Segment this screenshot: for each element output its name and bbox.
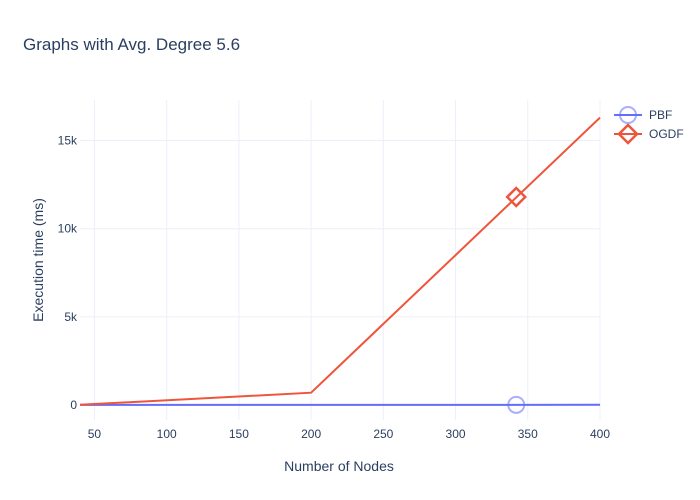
x-tick-label: 250 xyxy=(373,427,393,441)
x-tick-label: 100 xyxy=(157,427,177,441)
y-tick-label: 10k xyxy=(58,222,78,236)
series-ogdf xyxy=(79,116,601,406)
diamond-marker xyxy=(505,186,527,208)
y-axis-title: Execution time (ms) xyxy=(30,198,46,322)
x-tick-label: 50 xyxy=(88,427,102,441)
x-tick-label: 150 xyxy=(229,427,249,441)
x-tick-label: 350 xyxy=(518,427,538,441)
x-tick-label: 300 xyxy=(446,427,466,441)
x-tick-label: 200 xyxy=(301,427,321,441)
chart-title: Graphs with Avg. Degree 5.6 xyxy=(23,35,240,54)
plot-series xyxy=(79,116,601,414)
y-axis-ticks: 0 5k 10k 15k xyxy=(58,134,78,412)
legend-label: PBF xyxy=(649,108,672,122)
legend-item-pbf[interactable]: PBF xyxy=(614,106,672,124)
legend-label: OGDF xyxy=(649,127,684,141)
circle-marker xyxy=(507,395,526,414)
x-axis-title: Number of Nodes xyxy=(284,458,394,474)
y-tick-label: 5k xyxy=(64,310,78,324)
x-tick-label: 400 xyxy=(590,427,610,441)
legend[interactable]: PBF OGDF xyxy=(614,106,684,145)
series-line xyxy=(79,116,601,406)
legend-item-ogdf[interactable]: OGDF xyxy=(614,123,684,145)
x-axis-ticks: 50 100 150 200 250 300 350 400 xyxy=(88,427,611,441)
grid xyxy=(80,100,601,420)
circle-marker xyxy=(619,106,637,124)
y-tick-label: 15k xyxy=(58,134,78,148)
series-pbf xyxy=(80,395,601,414)
y-tick-label: 0 xyxy=(70,398,77,412)
diamond-marker xyxy=(617,123,639,145)
